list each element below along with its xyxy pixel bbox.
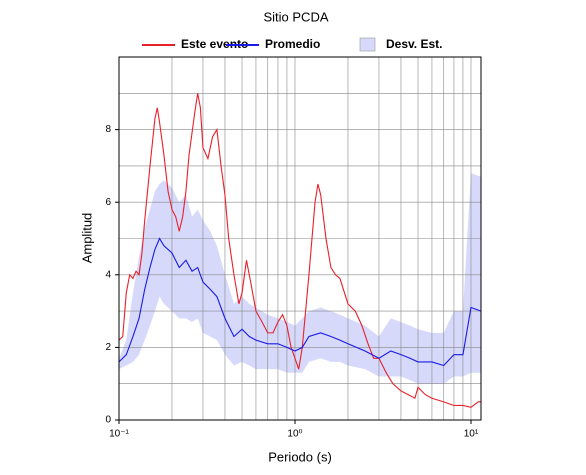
series-line: [118, 93, 481, 408]
x-tick-label: 10⁻¹: [109, 429, 129, 440]
x-tick-label: 10¹: [464, 429, 479, 440]
std-band: [119, 173, 481, 384]
x-axis-label: Periodo (s): [268, 449, 332, 464]
plot-frame: [118, 56, 482, 421]
y-tick-label: 2: [105, 342, 111, 353]
y-tick-label: 8: [105, 124, 111, 135]
y-tick-label: 4: [105, 269, 111, 280]
legend-label: Promedio: [265, 37, 320, 51]
chart-title: Sitio PCDA: [263, 9, 328, 24]
series-line: [118, 237, 482, 367]
y-tick-label: 6: [105, 197, 111, 208]
x-tick-label: 10⁰: [287, 429, 302, 440]
legend-label: Desv. Est.: [386, 37, 442, 51]
y-tick-label: 0: [105, 415, 111, 426]
legend-swatch: [359, 37, 376, 52]
y-axis-label: Amplitud: [79, 213, 94, 264]
legend-label: Este evento: [181, 37, 248, 51]
